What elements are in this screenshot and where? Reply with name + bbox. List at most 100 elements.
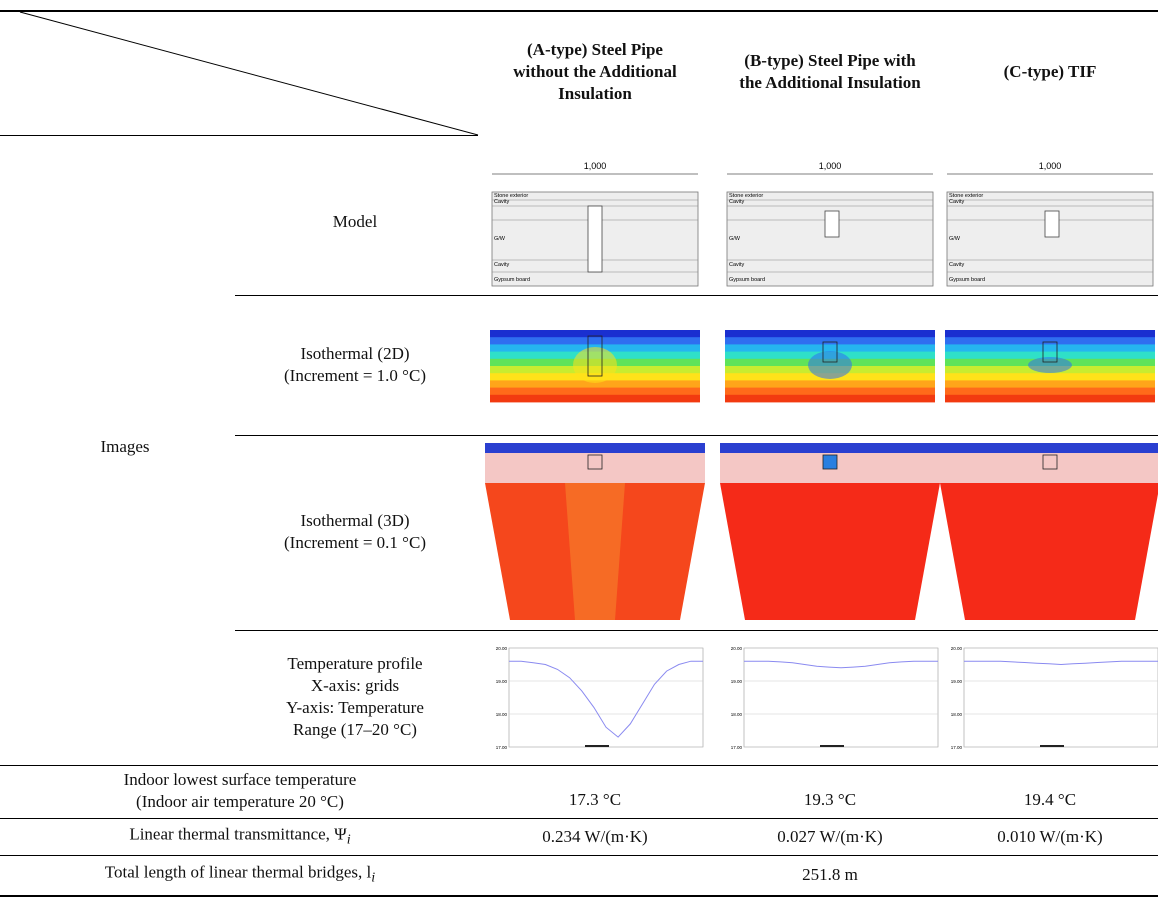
- iso-band: [945, 330, 1155, 338]
- cell: 0.010 W/(m·K): [997, 826, 1102, 848]
- label-line: X-axis: grids: [286, 675, 424, 697]
- layer-label: Cavity: [494, 262, 510, 268]
- warm-zone: [565, 483, 625, 620]
- iso-distortion: [573, 347, 617, 383]
- layer-label: Cavity: [729, 199, 745, 205]
- dimension-label: 1,000: [819, 161, 842, 171]
- iso-band: [490, 330, 700, 338]
- cell: 19.4 °C: [1024, 789, 1076, 811]
- iso-band: [725, 337, 935, 345]
- side-face: [720, 483, 940, 620]
- isothermal-3d: [720, 443, 940, 623]
- top-face-blue: [485, 443, 705, 453]
- label-line: (Indoor air temperature 20 °C): [124, 791, 357, 813]
- y-tick-label: 19.00: [731, 679, 743, 684]
- y-tick-label: 19.00: [496, 679, 508, 684]
- row-rule: [0, 765, 1158, 766]
- dimension-label: 1,000: [584, 161, 607, 171]
- top-face: [940, 453, 1158, 483]
- grid-marker: [585, 745, 609, 747]
- model-drawing: 1,000Stone exteriorCavityG/WCavityGypsum…: [725, 160, 935, 290]
- layer-label: Gypsum board: [729, 277, 765, 283]
- layer-label: Cavity: [729, 262, 745, 268]
- layer-label: Cavity: [494, 199, 510, 205]
- label-text: Total length of linear thermal bridges, …: [105, 862, 371, 881]
- label-subscript: i: [347, 832, 351, 848]
- cell: 0.234 W/(m·K): [542, 826, 647, 848]
- column-header: (B-type) Steel Pipe with the Additional …: [735, 50, 925, 94]
- label-line: (Increment = 1.0 °C): [284, 365, 426, 387]
- top-face: [485, 453, 705, 483]
- plot-frame: [964, 648, 1158, 747]
- layer-label: Cavity: [949, 199, 965, 205]
- iso-band: [490, 395, 700, 403]
- cell: 0.027 W/(m·K): [777, 826, 882, 848]
- temperature-profile: 20.00 19.00 18.00 17.00: [940, 640, 1158, 755]
- table: (A-type) Steel Pipe without the Addition…: [0, 0, 1158, 909]
- layer-label: Gypsum board: [494, 277, 530, 283]
- isothermal-3d: [485, 443, 705, 623]
- iso-band: [945, 344, 1155, 352]
- row-label: Model: [333, 211, 377, 233]
- y-tick-label: 17.00: [496, 745, 508, 750]
- top-face-blue: [940, 443, 1158, 453]
- row-label: Indoor lowest surface temperature(Indoor…: [124, 769, 357, 813]
- row-label: Isothermal (3D)(Increment = 0.1 °C): [284, 510, 426, 554]
- label-subscript: i: [371, 870, 375, 886]
- grid-marker: [820, 745, 844, 747]
- plot-frame: [744, 648, 938, 747]
- profile-line: [964, 661, 1158, 664]
- y-tick-label: 17.00: [951, 745, 963, 750]
- label-line: (Increment = 0.1 °C): [284, 532, 426, 554]
- label-line: Range (17–20 °C): [286, 719, 424, 741]
- row-group-label: Images: [100, 436, 149, 458]
- y-tick-label: 20.00: [731, 646, 743, 651]
- iso-band: [945, 395, 1155, 403]
- layer-label: Cavity: [949, 262, 965, 268]
- column-header: (C-type) TIF: [955, 61, 1145, 83]
- row-label: Isothermal (2D)(Increment = 1.0 °C): [284, 343, 426, 387]
- iso-band: [945, 380, 1155, 388]
- row-rule: [0, 818, 1158, 819]
- profile-line: [744, 661, 938, 668]
- layer-label: G/W: [729, 236, 741, 242]
- plot-frame: [509, 648, 703, 747]
- temperature-profile: 20.0019.0018.0017.00: [485, 640, 705, 755]
- iso-band: [945, 373, 1155, 381]
- temperature-profile: 20.0019.0018.0017.00: [720, 640, 940, 755]
- pipe: [823, 455, 837, 469]
- column-header: (A-type) Steel Pipe without the Addition…: [500, 39, 690, 105]
- bottom-rule: [0, 895, 1158, 897]
- label-line: Temperature profile: [286, 653, 424, 675]
- iso-band: [725, 395, 935, 403]
- isothermal-3d: [940, 443, 1158, 623]
- isothermal-2d: [725, 330, 935, 402]
- iso-band: [945, 388, 1155, 396]
- profile-line: [509, 661, 703, 737]
- layer-label: Gypsum board: [949, 277, 985, 283]
- model-drawing: 1,000Stone exteriorCavityG/WCavityGypsum…: [945, 160, 1155, 290]
- y-tick-label: 20.00: [951, 646, 963, 651]
- row-rule: [235, 435, 1158, 436]
- cell: 251.8 m: [802, 864, 858, 886]
- row-label: Linear thermal transmittance, Ψi: [129, 823, 350, 850]
- iso-band: [490, 388, 700, 396]
- isothermal-2d: [490, 330, 700, 402]
- y-tick-label: 18.00: [496, 712, 508, 717]
- row-rule: [235, 295, 1158, 296]
- cell: 17.3 °C: [569, 789, 621, 811]
- grid-marker: [1040, 745, 1064, 747]
- iso-band: [490, 337, 700, 345]
- iso-distortion: [1028, 357, 1072, 373]
- header-rule: [0, 135, 478, 136]
- pipe: [1045, 211, 1059, 237]
- y-tick-label: 19.00: [951, 679, 963, 684]
- y-tick-label: 18.00: [951, 712, 963, 717]
- label-line: Indoor lowest surface temperature: [124, 769, 357, 791]
- cell: 19.3 °C: [804, 789, 856, 811]
- row-label: Total length of linear thermal bridges, …: [105, 861, 375, 888]
- iso-band: [725, 380, 935, 388]
- label-line: Isothermal (2D): [284, 343, 426, 365]
